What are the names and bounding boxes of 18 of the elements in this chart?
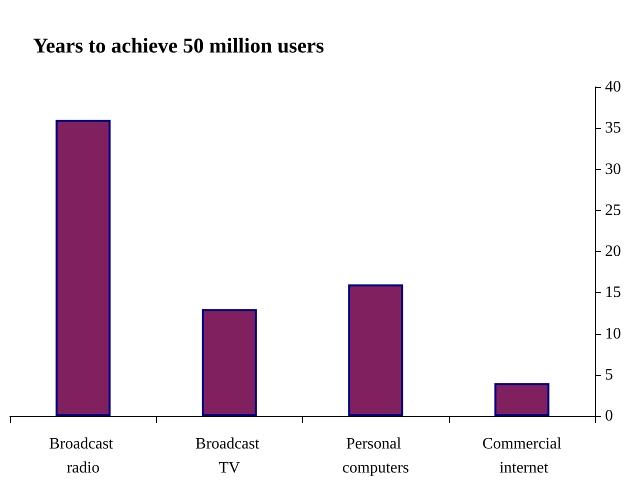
y-tick-label: 5	[605, 366, 613, 384]
x-tick-label: Broadcast radio	[49, 436, 118, 476]
y-tick-label: 10	[605, 325, 621, 342]
y-tick-label: 20	[605, 243, 621, 260]
bar	[202, 309, 257, 416]
y-tick-label: 35	[605, 120, 621, 137]
x-tick-label: Broadcast TV	[195, 436, 264, 476]
bar	[348, 284, 404, 416]
y-tick-label: 25	[605, 202, 621, 219]
chart-title: Years to achieve 50 million users	[33, 34, 324, 58]
x-tick-label: Personal computers	[342, 436, 409, 476]
y-tick-label: 40	[605, 78, 621, 96]
bar	[56, 120, 111, 416]
y-tick-label: 30	[605, 160, 621, 178]
y-tick-label: 0	[605, 408, 613, 424]
y-tick-label: 15	[605, 284, 621, 302]
x-tick-label: Commercial internet	[482, 436, 562, 476]
bar	[494, 383, 550, 416]
